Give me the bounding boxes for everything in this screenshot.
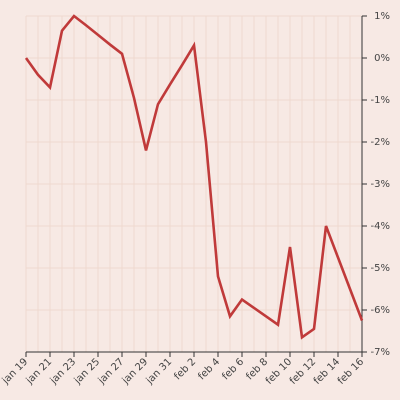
- x-tick-label: feb 12: [288, 356, 318, 386]
- y-tick-label: -4%: [371, 221, 390, 232]
- series-line: [24, 14, 364, 340]
- x-tick-label: feb 10: [264, 356, 294, 386]
- x-tick-label: jan 23: [48, 356, 79, 387]
- y-tick-label: -6%: [371, 305, 390, 316]
- x-tick-label: feb 16: [336, 356, 366, 386]
- gridlines: [25, 15, 363, 353]
- x-tick-label: jan 19: [0, 356, 30, 387]
- x-tick-label: jan 31: [144, 356, 175, 387]
- y-tick-label: 1%: [374, 11, 390, 22]
- y-tick-label: -3%: [371, 179, 390, 190]
- y-tick-label: -1%: [371, 95, 390, 106]
- y-tick-label: 0%: [374, 53, 390, 64]
- y-tick-label: -7%: [371, 347, 390, 358]
- x-tick-label: jan 29: [120, 356, 151, 387]
- x-tick-label: jan 27: [96, 356, 127, 387]
- x-tick-label: feb 4: [196, 356, 222, 382]
- x-tick-label: feb 14: [312, 356, 342, 386]
- x-tick-label: feb 2: [172, 356, 198, 382]
- y-axis-ticks: 1% 0% -1% -2% -3% -4% -5% -6% -7%: [362, 11, 390, 358]
- x-tick-label: jan 21: [24, 356, 55, 387]
- y-tick-label: -5%: [371, 263, 390, 274]
- y-tick-label: -2%: [371, 137, 390, 148]
- x-tick-label: feb 6: [220, 356, 246, 382]
- x-tick-label: jan 25: [72, 356, 103, 387]
